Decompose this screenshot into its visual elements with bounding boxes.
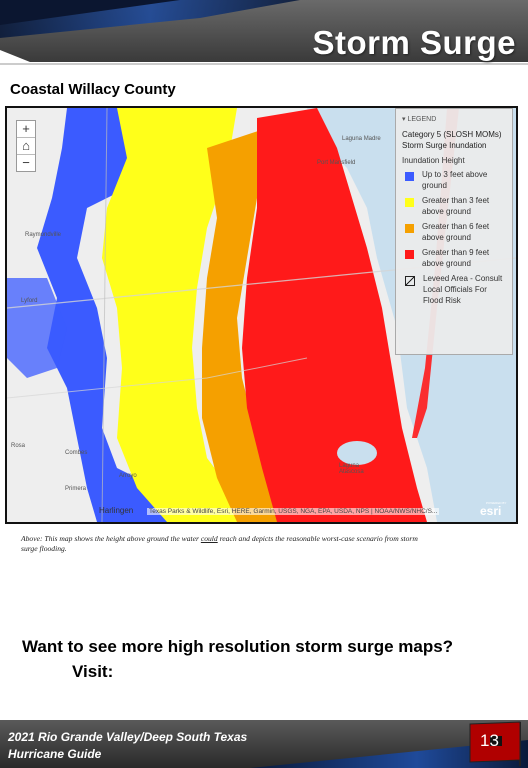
map-attribution[interactable]: Texas Parks & Wildlife, Esri, HERE, Garm… xyxy=(147,508,440,515)
legend-item: Up to 3 feet above ground xyxy=(402,169,506,191)
home-button[interactable]: ⌂ xyxy=(17,138,35,155)
map-subtitle: Coastal Willacy County xyxy=(10,81,176,98)
map-caption: Above: This map shows the height above g… xyxy=(21,534,418,553)
legend-swatch-red xyxy=(405,250,414,259)
legend-swatch-blue xyxy=(405,172,414,181)
header-banner: Storm Surge xyxy=(0,0,528,70)
place-label-laguna-atascosa: Laguna Atascosa xyxy=(339,463,364,475)
footer-background xyxy=(0,720,528,768)
svg-text:POWERED BY: POWERED BY xyxy=(486,501,506,505)
cta-heading: Want to see more high resolution storm s… xyxy=(22,637,454,656)
place-label-rosa: Rosa xyxy=(11,443,26,449)
place-label-combes: Combes xyxy=(65,450,88,456)
legend-item: Leveed Area - Consult Local Officials Fo… xyxy=(402,273,506,306)
page-title: Storm Surge xyxy=(312,24,516,61)
legend-swatch-yellow xyxy=(405,198,414,207)
footer-banner: 2021 Rio Grande Valley/Deep South Texas … xyxy=(0,720,528,768)
legend-swatch-orange xyxy=(405,224,414,233)
legend-item: Greater than 3 feet above ground xyxy=(402,195,506,217)
legend-title: Category 5 (SLOSH MOMs) Storm Surge Inun… xyxy=(402,130,502,150)
place-label-laguna-madre: Laguna Madre xyxy=(342,136,381,142)
svg-text:esri: esri xyxy=(480,504,501,518)
page-number: 13 xyxy=(480,731,499,750)
zoom-in-button[interactable]: + xyxy=(17,121,35,138)
legend-header[interactable]: ▾ LEGEND xyxy=(402,116,437,123)
storm-surge-map[interactable]: Laguna Madre Port Mansfield Raymondville… xyxy=(5,106,518,524)
visit-label: Visit: xyxy=(72,662,114,681)
place-label-primera: Primera xyxy=(65,486,87,492)
place-label-lyford: Lyford xyxy=(21,298,38,304)
legend-subtitle: Inundation Height xyxy=(402,156,465,165)
place-label-arroyo: Arroyo xyxy=(119,473,137,479)
place-label-harlingen: Harlingen xyxy=(99,506,134,515)
zoom-out-button[interactable]: − xyxy=(22,155,30,170)
footer-guide-title: 2021 Rio Grande Valley/Deep South Texas … xyxy=(8,730,248,761)
chevron-down-icon: ▾ xyxy=(402,116,406,123)
place-label-raymondville: Raymondville xyxy=(25,232,62,238)
map-legend: ▾ LEGEND Category 5 (SLOSH MOMs) Storm S… xyxy=(395,108,513,355)
header-background xyxy=(0,0,528,70)
legend-item: Greater than 9 feet above ground xyxy=(402,247,506,269)
place-label-port-mansfield: Port Mansfield xyxy=(317,160,356,166)
legend-item: Greater than 6 feet above ground xyxy=(402,221,506,243)
map-canvas xyxy=(7,108,516,522)
levee-hatch-icon xyxy=(405,276,415,286)
map-zoom-controls: + ⌂ − xyxy=(16,120,36,172)
esri-logo: POWERED BY esri xyxy=(480,501,506,518)
